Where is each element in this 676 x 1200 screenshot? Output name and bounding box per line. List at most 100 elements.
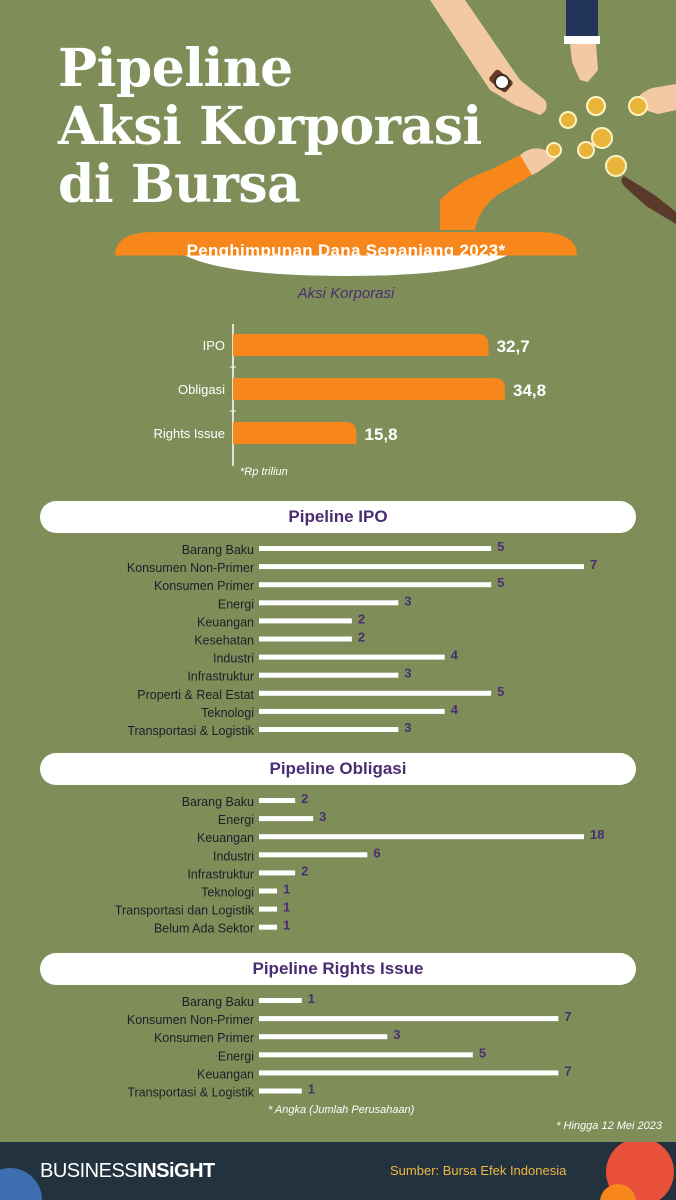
category-label: Belum Ada Sektor	[154, 922, 254, 936]
aksi-korporasi-chart: IPO 32,7 Obligasi 34,8 Rights Issue 15,8	[153, 324, 546, 466]
value-label: 7	[564, 1063, 571, 1078]
title-line-2: Aksi Korporasi	[58, 96, 482, 157]
value-label: 1	[283, 900, 290, 915]
section-header-obligasi: Pipeline Obligasi	[40, 753, 636, 785]
category-label: Konsumen Primer	[154, 579, 254, 593]
category-label: Transportasi & Logistik	[127, 1086, 254, 1100]
section-header-rights-issue: Pipeline Rights Issue	[40, 953, 636, 985]
bar-barang-baku	[259, 798, 296, 803]
value-label: 18	[590, 827, 604, 842]
source-text: Sumber: Bursa Efek Indonesia	[390, 1163, 567, 1178]
bar-ipo	[233, 334, 489, 356]
category-label: Konsumen Primer	[154, 1031, 254, 1045]
section-header-ipo: Pipeline IPO	[40, 501, 636, 533]
bar-barang-baku	[259, 546, 492, 551]
banner-title: Penghimpunan Dana Sepanjang 2023*	[186, 241, 506, 260]
category-label: Keuangan	[197, 1067, 254, 1081]
bar-properti-real-estat	[259, 690, 492, 696]
category-label: Properti & Real Estat	[137, 688, 254, 702]
category-label: Keuangan	[197, 831, 254, 845]
bar-keuangan	[259, 618, 352, 624]
title-line-3: di Bursa	[58, 154, 301, 215]
value-label: 5	[497, 575, 504, 590]
category-label: Obligasi	[178, 382, 225, 397]
navy-sleeve-icon	[566, 0, 598, 40]
bar-konsumen-primer	[259, 1034, 388, 1040]
category-label: Infrastruktur	[187, 670, 254, 684]
date-note: * Hingga 12 Mei 2023	[556, 1120, 662, 1132]
category-label: Energi	[218, 1049, 254, 1063]
pipeline-rights-issue-chart: Barang Baku 1 Konsumen Non-Primer 7 Konsumen…	[127, 991, 572, 1100]
bar-industri	[259, 654, 445, 660]
bar-energi	[259, 1052, 473, 1058]
bar-infrastruktur	[259, 870, 296, 876]
value-label: 4	[451, 648, 459, 663]
banner-shape	[115, 232, 577, 276]
bar-rights-issue	[233, 422, 357, 444]
value-label: 5	[479, 1045, 486, 1060]
value-label: 5	[497, 684, 504, 699]
category-label: Teknologi	[201, 886, 254, 900]
hands-coins-illustration	[430, 0, 676, 230]
value-label: 1	[308, 1082, 315, 1097]
unit-note: *Rp triliun	[240, 466, 288, 478]
count-note: * Angka (Jumlah Perusahaan)	[268, 1104, 415, 1116]
value-label: 1	[308, 991, 315, 1006]
bar-konsumen-primer	[259, 582, 492, 588]
value-label: 32,7	[497, 337, 530, 356]
pipeline-ipo-chart: Barang Baku 5 Konsumen Non-Primer 7 Konsumen…	[127, 539, 597, 738]
value-label: 6	[373, 845, 380, 860]
bar-konsumen-non-primer	[259, 564, 584, 570]
value-label: 3	[393, 1027, 400, 1042]
category-label: Barang Baku	[182, 995, 254, 1009]
category-label: Kesehatan	[194, 634, 254, 648]
bar-energi	[259, 600, 399, 606]
value-label: 7	[564, 1009, 571, 1024]
arm-with-watch-icon	[430, 0, 547, 115]
bar-obligasi	[233, 378, 505, 400]
category-label: Rights Issue	[153, 426, 225, 441]
value-label: 3	[404, 666, 411, 681]
category-label: Konsumen Non-Primer	[127, 1013, 254, 1027]
value-label: 2	[301, 863, 308, 878]
value-label: 2	[358, 630, 365, 645]
category-label: Energi	[218, 597, 254, 611]
coin-icon	[546, 96, 648, 177]
bar-transportasi-logistik	[259, 727, 399, 732]
value-label: 2	[301, 791, 308, 806]
category-label: Teknologi	[201, 706, 254, 720]
category-label: Konsumen Non-Primer	[127, 561, 254, 575]
footer: BUSINESSINSiGHT Sumber: Bursa Efek Indon…	[0, 1142, 676, 1200]
category-label: Infrastruktur	[187, 867, 254, 881]
page-title: Pipeline Aksi Korporasi di Bursa	[58, 40, 482, 214]
bar-barang-baku	[259, 998, 302, 1003]
category-label: Transportasi & Logistik	[127, 724, 254, 738]
category-label: Barang Baku	[182, 795, 254, 809]
value-label: 1	[283, 918, 290, 933]
bar-belum-ada-sektor	[259, 924, 278, 930]
value-label: 5	[497, 539, 504, 554]
bar-teknologi	[259, 888, 278, 894]
category-label: Barang Baku	[182, 543, 254, 557]
bar-energi	[259, 816, 314, 822]
category-label: Energi	[218, 813, 254, 827]
bar-kesehatan	[259, 636, 352, 642]
value-label: 3	[319, 809, 326, 824]
value-label: 2	[358, 611, 365, 626]
bar-infrastruktur	[259, 672, 399, 678]
value-label: 3	[404, 593, 411, 608]
orange-sleeve-icon	[440, 155, 532, 230]
brand-logo: BUSINESSINSiGHT	[40, 1160, 215, 1182]
category-label: Industri	[213, 652, 254, 666]
title-line-1: Pipeline	[58, 38, 293, 99]
category-label: Keuangan	[197, 615, 254, 629]
bar-konsumen-non-primer	[259, 1016, 559, 1022]
bar-teknologi	[259, 708, 445, 714]
category-label: IPO	[203, 338, 225, 353]
bar-industri	[259, 852, 368, 858]
value-label: 1	[283, 882, 290, 897]
bar-transportasi-logistik	[259, 1088, 302, 1094]
value-label: 3	[404, 720, 411, 735]
bar-keuangan	[259, 834, 584, 840]
